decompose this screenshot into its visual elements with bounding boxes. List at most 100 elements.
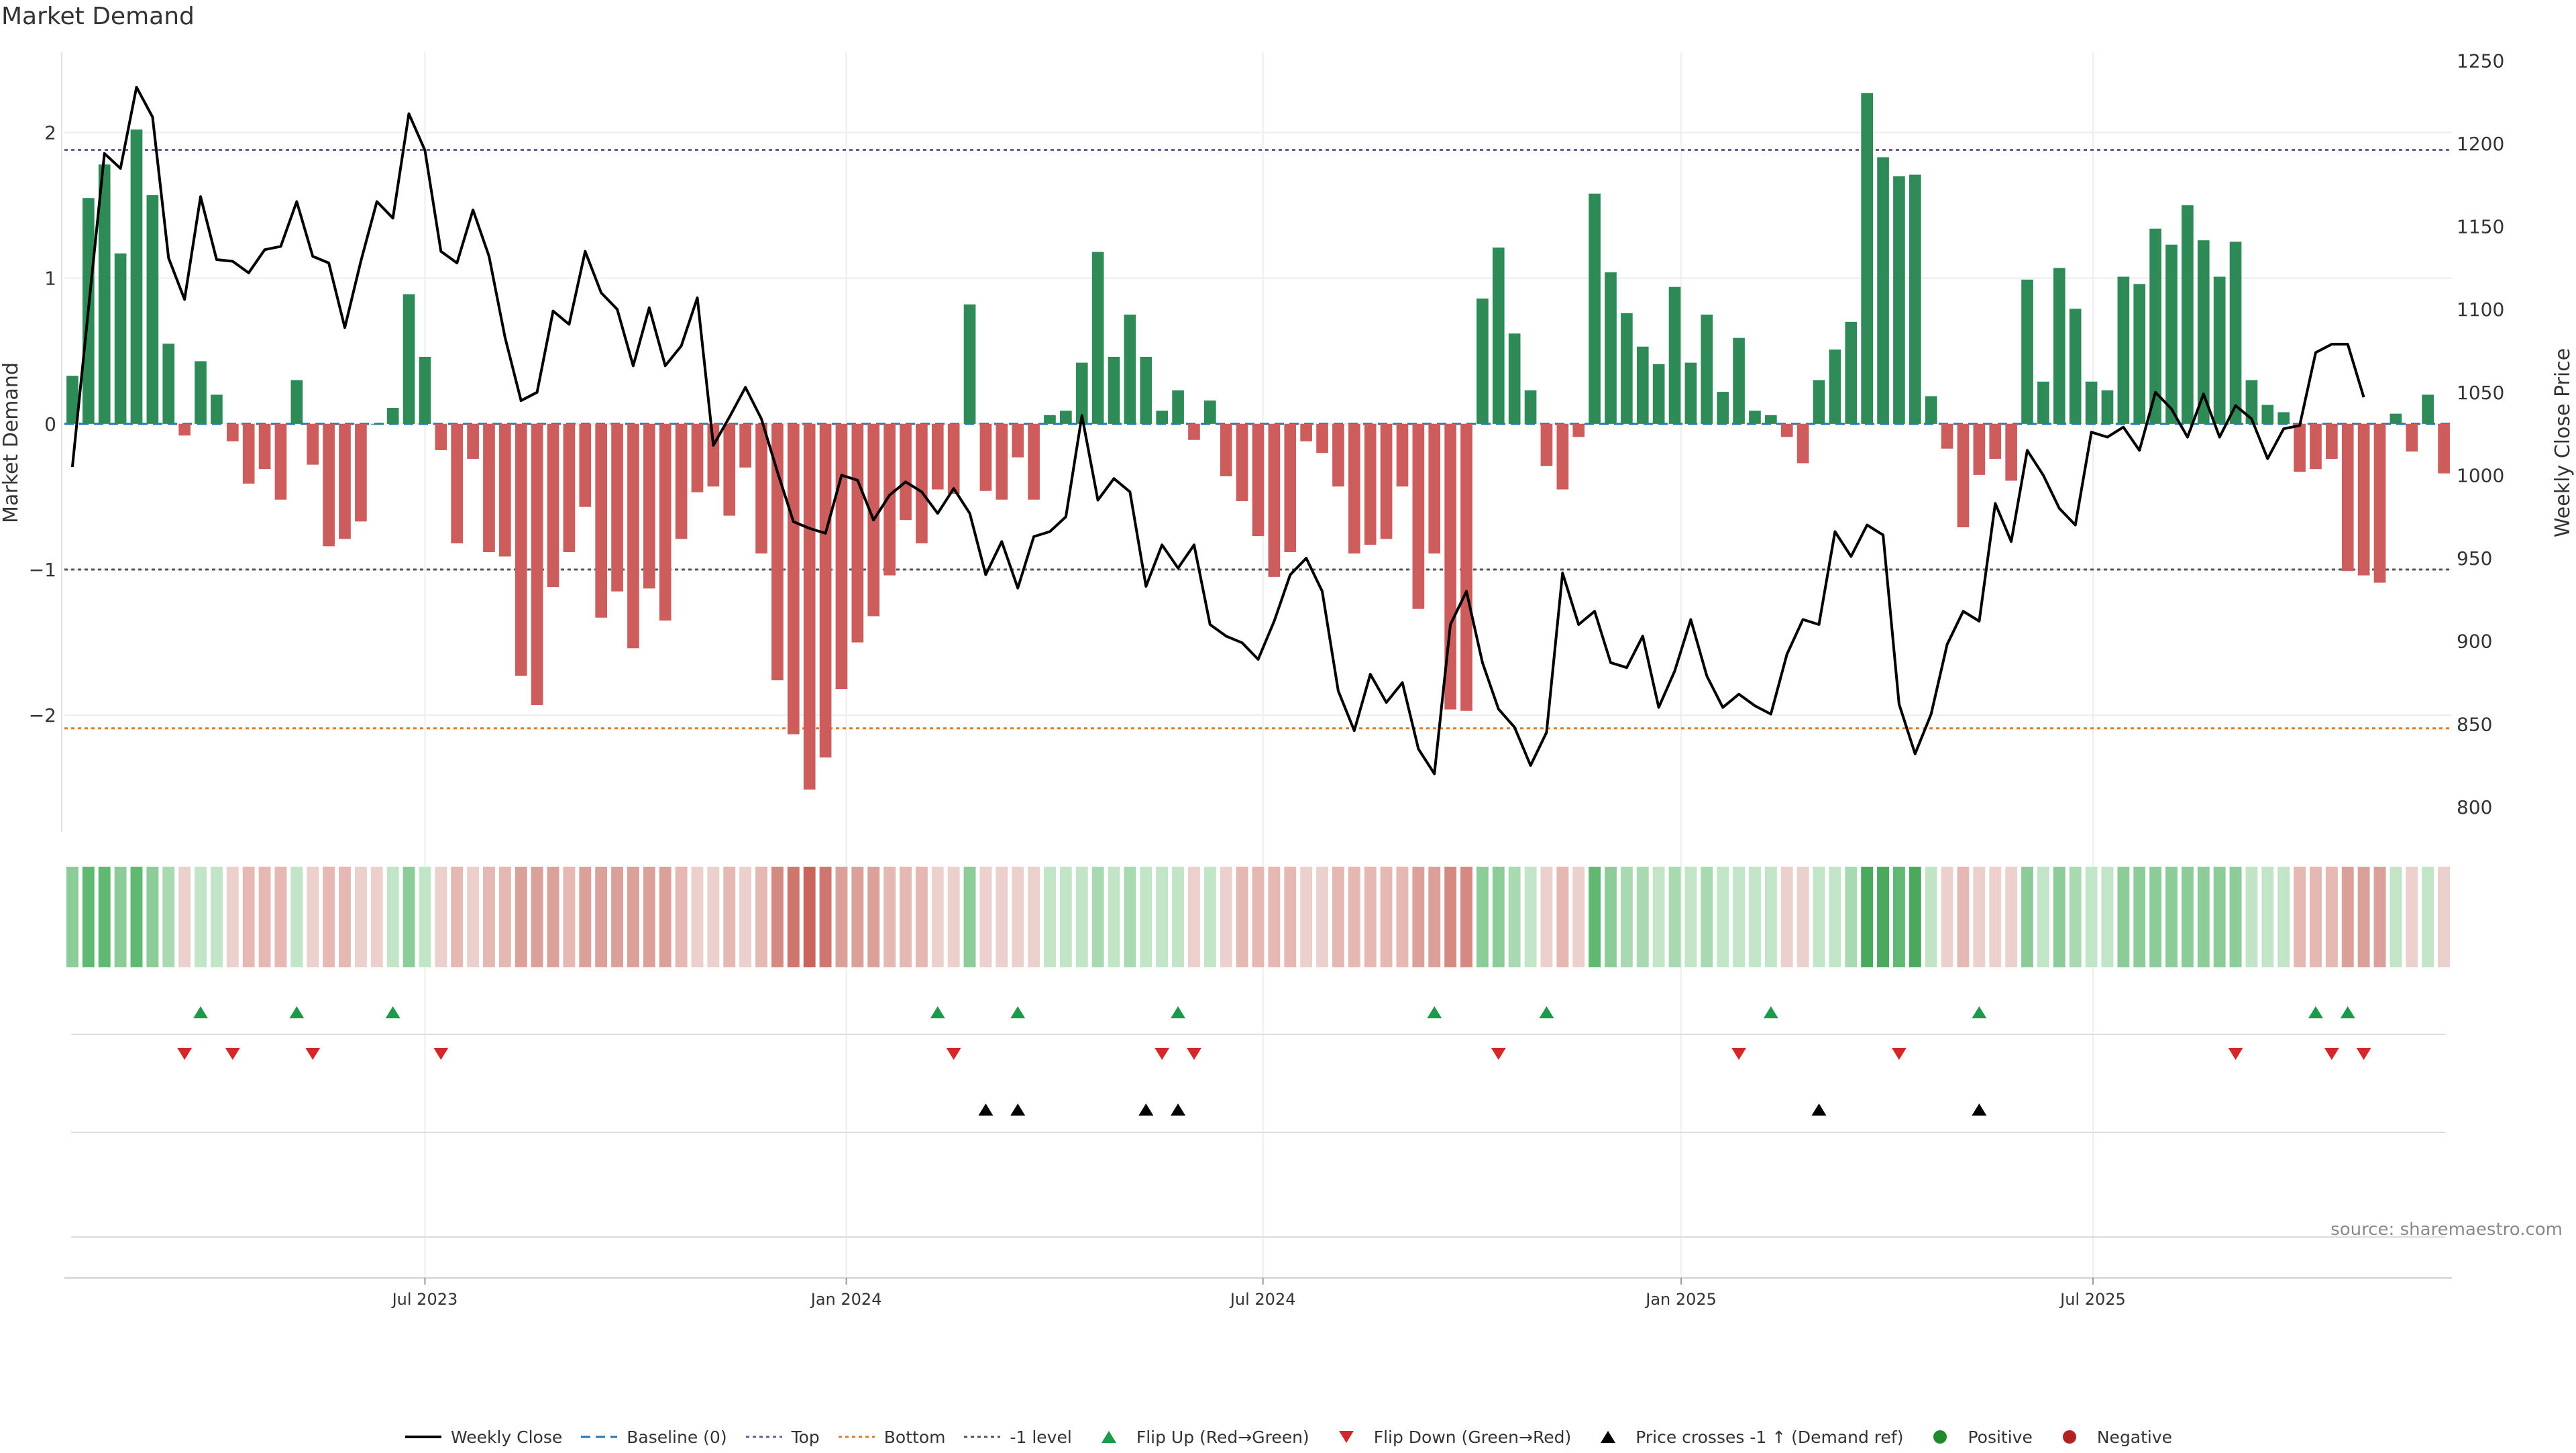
heat-cell [1075,867,1088,967]
y2-tick-label: 1150 [2457,216,2504,238]
heat-cell [2245,867,2258,967]
heat-cell [370,867,383,967]
demand-bar [1733,337,1745,424]
demand-bar [1204,400,1216,424]
demand-bar [1060,411,1072,424]
legend-item-flip_up: Flip Up (Red→Green) [1089,1428,1309,1447]
demand-bar [1684,362,1697,424]
heat-cell [258,867,271,967]
demand-bar [1316,423,1328,453]
legend-item-baseline: Baseline (0) [580,1428,727,1447]
demand-bar [787,423,800,735]
heat-cell [210,867,223,967]
heat-cell [2325,867,2338,967]
demand-bar [451,423,464,543]
demand-bar [2101,390,2114,424]
heat-cell [2373,867,2386,967]
weekly-close-line [70,85,2365,775]
demand-bar [1893,176,1905,424]
flip-up-marker [385,1006,400,1018]
y2-tick-label: 950 [2457,547,2492,570]
legend-label: Negative [2096,1427,2173,1447]
flip-down-marker [177,1048,193,1060]
y2-tick-label: 800 [2457,796,2492,818]
heat-cell [1252,867,1265,967]
y-tick-label: 1 [44,268,56,290]
heat-cell [1701,867,1713,967]
x-axis: Jul 2023 Jan 2024 Jul 2024 Jan 2025 Jul 2025 [64,1277,2452,1309]
demand-bar [675,423,688,539]
demand-bar [2005,423,2017,481]
demand-bar [1075,362,1088,424]
demand-bar [419,356,431,424]
heat-cell [1380,867,1393,967]
heat-cell [931,867,944,967]
heat-cell [178,867,191,967]
heat-cell [1059,867,1072,967]
heat-cell [851,867,864,967]
heat-cell [771,867,784,967]
y2-tick-label: 1050 [2457,382,2504,404]
legend-item-cross: Price crosses -1 ↑ (Demand ref) [1589,1428,1903,1447]
price-cross-marker [1972,1104,1987,1116]
heat-cell [1572,867,1585,967]
demand-bar [1268,423,1281,577]
heat-cell [2101,867,2114,967]
y2-tick-label: 850 [2457,713,2492,735]
demand-bar [931,423,944,490]
demand-bar [195,361,207,424]
demand-bar [1909,174,1921,424]
demand-bar [1780,423,1793,437]
demand-bar [2406,423,2418,452]
flip-down-marker [1186,1048,1201,1060]
heat-cell [1909,867,1921,967]
demand-bar [579,423,592,507]
price-cross-marker [978,1104,994,1116]
heat-cell [1589,867,1601,967]
heat-cell [419,867,431,967]
heat-cell [659,867,672,967]
legend-swatch [1101,1431,1116,1443]
demand-bar [659,423,672,621]
axes: −2 −1 0 1 2 800 850 900 950 1000 1050 1100 1150 1200 1… [29,50,2504,832]
heat-cell [611,867,624,967]
demand-bar [819,423,832,758]
demand-bar [1028,423,1040,500]
demand-bar [1508,333,1521,424]
heat-cell [1749,867,1761,967]
heat-cell [1091,867,1104,967]
heat-cell [1460,867,1472,967]
demand-bar [1091,252,1104,424]
heat-cell [1989,867,2002,967]
flip-down-marker [225,1048,240,1060]
gridlines [64,52,2452,1281]
demand-bar [2261,405,2274,424]
demand-bar [979,423,992,491]
heat-cell [1605,867,1617,967]
heat-cell [755,867,767,967]
demand-bar [1332,423,1344,487]
demand-bar [1220,423,1232,477]
flip-down-marker [1491,1048,1506,1060]
demand-bar [803,423,816,790]
demand-bar [1348,423,1360,554]
y2-tick-label: 900 [2457,631,2492,653]
demand-bar [1717,392,1729,424]
heat-cell [2085,867,2098,967]
demand-bar [2165,244,2178,424]
demand-bar [2438,423,2450,474]
heat-cell [290,867,303,967]
flip-up-marker [1763,1006,1778,1018]
demand-bar [1861,93,1874,424]
heat-cell [1957,867,1970,967]
heat-cell [354,867,367,967]
heat-cell [2037,867,2049,967]
price-cross-marker [1138,1104,1154,1116]
heat-cell [130,867,143,967]
demand-bar [1813,380,1825,424]
demand-bar [355,423,367,522]
demand-bar [1877,157,1889,424]
demand-bar [242,423,255,484]
heat-cell [739,867,752,967]
demand-bar [1477,299,1489,424]
